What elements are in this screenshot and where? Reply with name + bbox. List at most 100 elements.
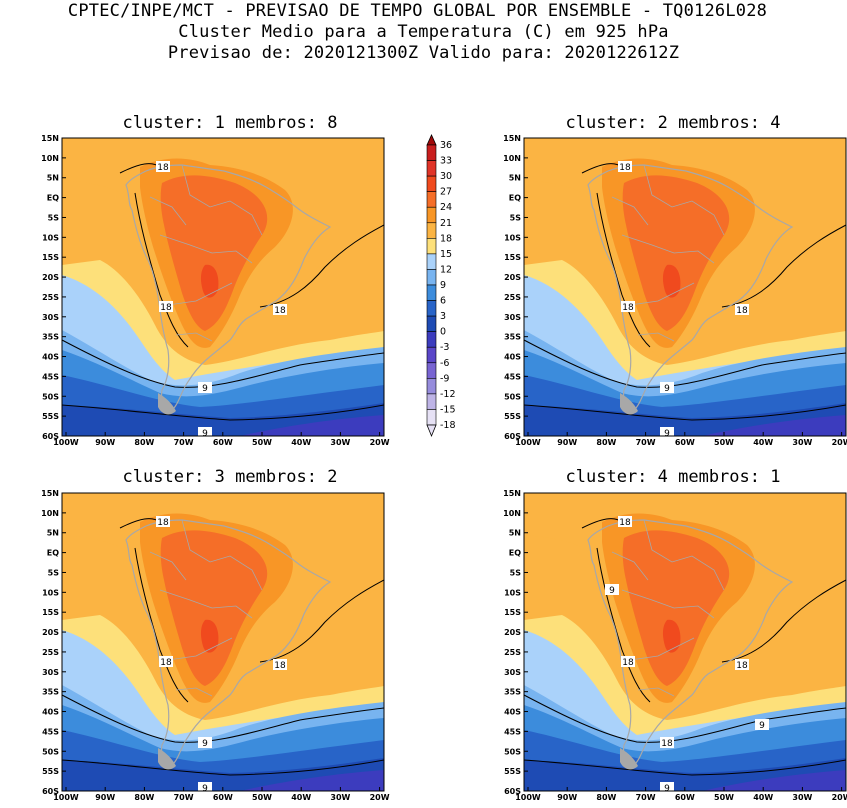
- svg-text:9: 9: [609, 586, 615, 596]
- temperature-field: 18 18 18 9 9: [62, 138, 384, 439]
- lat-tick-label: 50S: [504, 392, 521, 401]
- contour-label: 9: [605, 584, 619, 596]
- band-27: [662, 264, 681, 298]
- panel-title-3: cluster: 3 membros: 2: [122, 467, 338, 487]
- lon-tick-label: 20W: [832, 793, 847, 802]
- lat-tick-label: 5S: [510, 568, 522, 577]
- svg-text:9: 9: [664, 784, 670, 794]
- lon-tick-label: 90W: [557, 438, 577, 447]
- lat-tick-label: 15S: [504, 608, 521, 617]
- lon-tick-label: 80W: [134, 438, 154, 447]
- colorbar-tick-label: -12: [440, 389, 456, 400]
- map-panel-cluster-4: 18 18 18 18 9 9 9 15N 10N 5N EQ 5S 10S 15S 20S 25S 30S 35…: [503, 489, 847, 802]
- lat-tick-label: EQ: [509, 194, 521, 203]
- country-border: [611, 551, 649, 581]
- contour-line-5: [62, 404, 384, 421]
- svg-text:9: 9: [664, 384, 670, 394]
- colorbar-swatch: [426, 160, 437, 177]
- temperature-field: 18 18 18 9 9: [524, 138, 846, 436]
- country-border: [167, 282, 233, 306]
- band-27: [200, 619, 219, 653]
- band-minus-3: [702, 770, 846, 791]
- colorbar-tick-label: 3: [440, 311, 446, 322]
- country-border: [621, 234, 715, 264]
- svg-text:18: 18: [157, 163, 169, 173]
- contour-label: 9: [198, 382, 212, 394]
- panel-title-2: cluster: 2 membros: 4: [565, 113, 781, 133]
- tierra-del-fuego: [620, 748, 638, 770]
- colorbar-tick-label: -3: [440, 342, 449, 353]
- country-border: [181, 519, 263, 591]
- lon-tick-label: 100W: [515, 438, 541, 447]
- lat-tick-label: EQ: [47, 549, 59, 558]
- lat-tick-label: 10S: [504, 233, 521, 242]
- main-title: CPTEC/INPE/MCT - PREVISAO DE TEMPO GLOBA…: [67, 1, 768, 21]
- colorbar-swatch: [426, 206, 437, 224]
- lat-tick-label: 5S: [48, 568, 60, 577]
- lat-tick-label: 15N: [503, 489, 521, 498]
- lat-tick-label: 5N: [509, 529, 521, 538]
- contour-label: 9: [198, 427, 212, 439]
- colorbar-tick-label: -9: [440, 373, 449, 384]
- lat-tick-label: 60S: [42, 432, 59, 441]
- lat-tick-label: 40S: [42, 708, 59, 717]
- lon-tick-label: 50W: [252, 438, 272, 447]
- lat-tick-label: 45S: [504, 727, 521, 736]
- lat-tick-label: 15N: [503, 134, 521, 143]
- contour-label: 18: [156, 161, 170, 173]
- lon-tick-label: 40W: [291, 793, 311, 802]
- contour-label: 9: [198, 782, 212, 791]
- lat-tick-label: 10N: [503, 154, 521, 163]
- colorbar-tick-label: 6: [440, 296, 446, 307]
- lat-tick-label: 30S: [42, 313, 59, 322]
- map-panel-cluster-2: 18 18 18 9 9 15N 10N 5N EQ 5S 10S 15S 20S 25S 30S 35S 40…: [503, 134, 847, 447]
- lat-tick-label: 35S: [504, 688, 521, 697]
- lat-tick-label: 20S: [504, 273, 521, 282]
- lat-tick-label: 5N: [509, 174, 521, 183]
- contour-label: 18: [618, 516, 632, 528]
- lon-tick-label: 20W: [832, 438, 847, 447]
- lon-tick-label: 30W: [330, 793, 350, 802]
- lon-tick-label: 100W: [53, 793, 79, 802]
- svg-text:18: 18: [274, 661, 286, 671]
- lat-tick-label: 60S: [42, 787, 59, 796]
- svg-text:18: 18: [622, 303, 634, 313]
- lon-tick-label: 20W: [370, 793, 390, 802]
- contour-label: 9: [660, 427, 674, 436]
- lat-tick-label: 60S: [504, 787, 521, 796]
- contour-line-2: [596, 192, 651, 348]
- lat-tick-label: 5N: [47, 174, 59, 183]
- colorbar-swatch: [426, 269, 437, 286]
- colorbar-tick-label: 0: [440, 327, 446, 338]
- svg-text:9: 9: [202, 429, 208, 439]
- contour-label: 9: [660, 782, 674, 794]
- country-border: [629, 637, 695, 661]
- tierra-del-fuego: [620, 393, 638, 415]
- lat-tick-label: 50S: [504, 747, 521, 756]
- contour-label: 18: [735, 304, 749, 316]
- lat-tick-label: 5S: [48, 213, 60, 222]
- panel-title-1: cluster: 1 membros: 8: [122, 113, 338, 133]
- contour-label: 18: [156, 516, 170, 528]
- lat-tick-label: 25S: [504, 648, 521, 657]
- svg-text:9: 9: [759, 721, 765, 731]
- contour-line-4: [524, 339, 846, 388]
- lon-tick-label: 90W: [95, 793, 115, 802]
- colorbar-swatch: [426, 315, 437, 332]
- colorbar-tick-label: 30: [440, 171, 452, 182]
- lat-tick-label: 50S: [42, 392, 59, 401]
- lon-tick-label: 60W: [675, 793, 695, 802]
- lat-tick-label: 60S: [504, 432, 521, 441]
- svg-text:18: 18: [160, 303, 172, 313]
- lat-tick-label: 5S: [510, 213, 522, 222]
- lon-tick-label: 100W: [53, 438, 79, 447]
- colorbar-tick-label: 15: [440, 249, 452, 260]
- contour-label: 18: [735, 659, 749, 671]
- lat-tick-label: 25S: [42, 648, 59, 657]
- lat-tick-label: EQ: [509, 549, 521, 558]
- country-border: [637, 687, 675, 697]
- lat-tick-label: 50S: [42, 747, 59, 756]
- lon-tick-label: 40W: [753, 793, 773, 802]
- colorbar-swatch: [426, 253, 437, 270]
- lat-tick-label: 45S: [504, 372, 521, 381]
